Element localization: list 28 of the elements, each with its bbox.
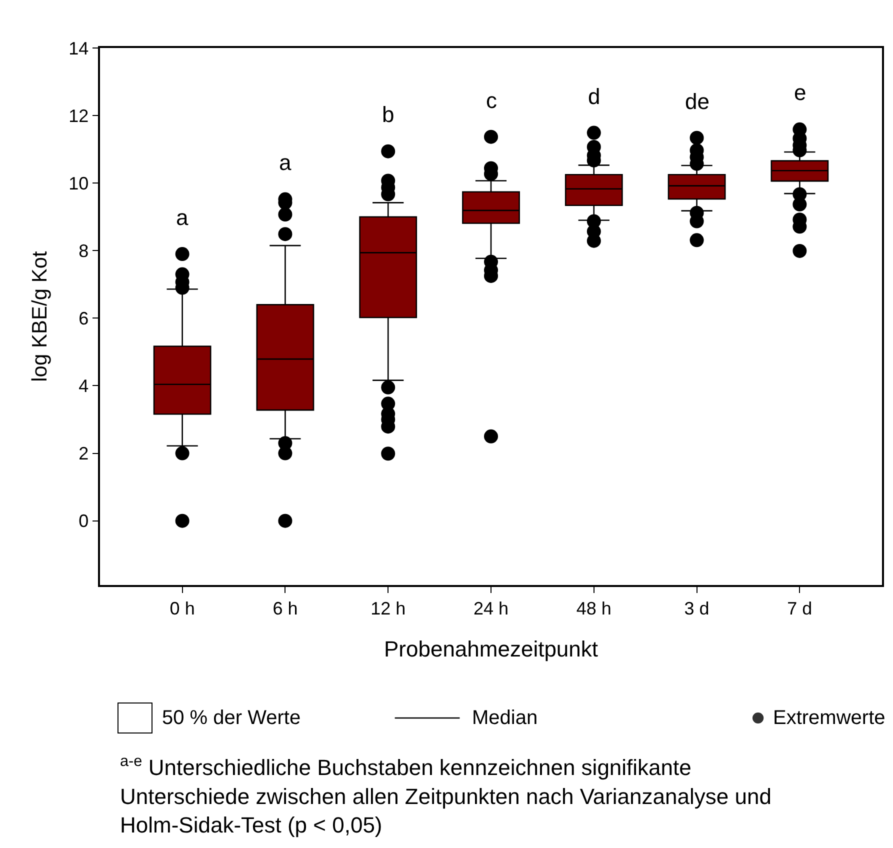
annotation: d bbox=[588, 84, 600, 109]
annotation: b bbox=[382, 102, 394, 127]
text: Median bbox=[472, 707, 538, 729]
x-tick-label: 7 d bbox=[787, 598, 812, 618]
text: 50 % der Werte bbox=[162, 707, 301, 729]
x-tick-label: 3 d bbox=[684, 598, 710, 618]
text: Extremwerte bbox=[773, 707, 886, 729]
annotation: a bbox=[176, 205, 189, 230]
y-tick-label: 2 bbox=[78, 444, 89, 464]
y-tick-label: 12 bbox=[68, 106, 89, 126]
y-tick-label: 8 bbox=[78, 240, 89, 261]
x-tick-label: 12 h bbox=[370, 598, 406, 618]
x-tick-label: 6 h bbox=[272, 598, 298, 618]
y-tick-label: 6 bbox=[78, 308, 89, 328]
x-tick-label: 24 h bbox=[473, 598, 509, 618]
text: $^{a-e}$ Unterschiedliche Buchstaben kennzeichnen signifikante Unterschiede zwischen allen Zeitpunkten nach Varianzanalyse und Holm-Sidak-Test (p < 0,05) bbox=[120, 753, 772, 838]
annotation: de bbox=[685, 89, 710, 114]
x-axis-title: Probenahmezeitpunkt bbox=[384, 636, 598, 662]
x-tick-label: 0 h bbox=[170, 598, 195, 618]
y-tick-label: 0 bbox=[78, 511, 89, 532]
y-axis-title: log KBE/g Kot bbox=[28, 250, 52, 382]
y-tick-label: 4 bbox=[78, 376, 89, 396]
x-tick-label: 48 h bbox=[576, 598, 612, 618]
annotation: c bbox=[486, 88, 497, 113]
y-tick-label: 10 bbox=[68, 173, 89, 194]
annotation: a bbox=[279, 150, 292, 175]
annotation: e bbox=[794, 80, 806, 105]
y-tick-label: 14 bbox=[68, 38, 89, 58]
